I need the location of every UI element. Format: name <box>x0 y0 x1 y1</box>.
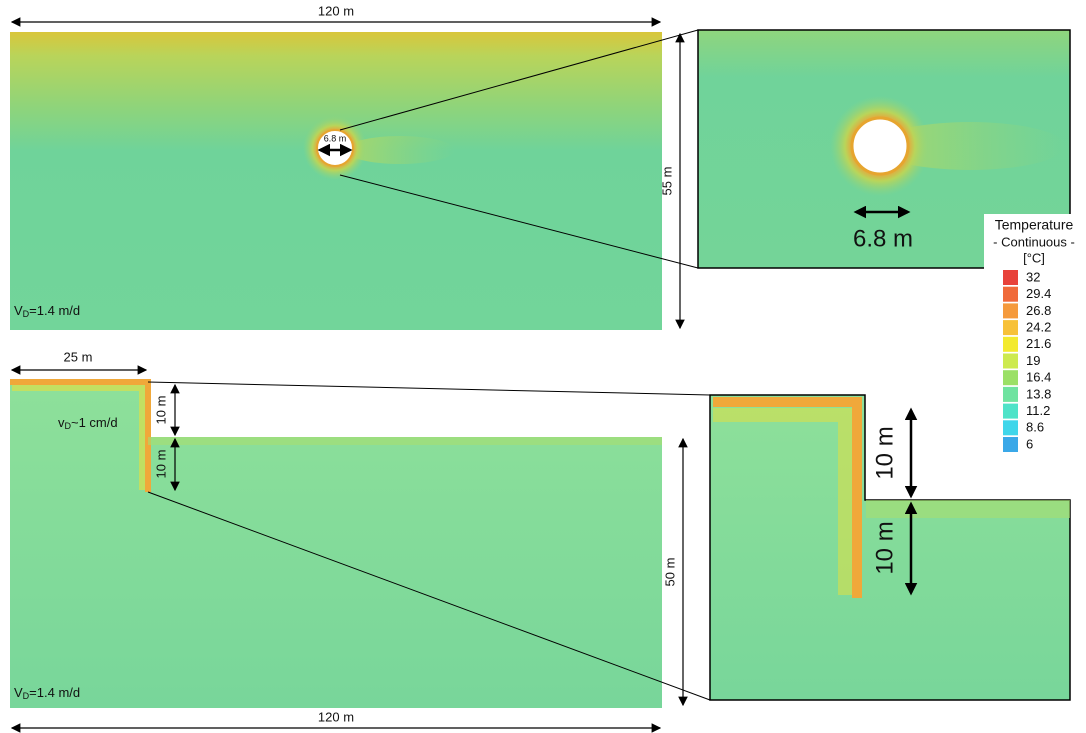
legend-background <box>984 214 1084 470</box>
legend-label: 8.6 <box>1026 420 1044 435</box>
height-label: 55 m <box>659 167 674 196</box>
height-label: 50 m <box>662 558 677 587</box>
subscript: D <box>23 691 30 701</box>
legend-swatch <box>1003 270 1018 285</box>
width-label: 25 m <box>64 349 93 364</box>
temperature-field <box>10 382 662 708</box>
zoom-line <box>147 491 711 701</box>
legend-label: 19 <box>1026 353 1040 368</box>
legend-swatch <box>1003 370 1018 386</box>
zoom-line <box>147 381 711 396</box>
legend-swatch <box>1003 303 1018 319</box>
diameter-label: 6.8 m <box>324 133 347 143</box>
symbol: V <box>14 303 23 318</box>
temperature-field <box>10 32 662 330</box>
legend-swatch <box>1003 353 1018 369</box>
velocity-label: VD=1.4 m/d <box>14 303 80 319</box>
width-label: 120 m <box>318 3 354 18</box>
zoom-line <box>339 174 699 269</box>
legend-label: 16.4 <box>1026 370 1051 385</box>
diameter-label: 6.8 m <box>853 225 913 252</box>
surface-layer <box>866 500 1070 518</box>
bottom-zoom: 10 m 10 m <box>709 394 1071 701</box>
subscript: D <box>65 421 72 431</box>
depth-label: 10 m <box>871 521 898 574</box>
top-panel: 120 m 6.8 m VD=1.4 m/d 55 m <box>10 3 699 330</box>
legend-unit: [°C] <box>1023 250 1045 265</box>
subscript: D <box>23 309 30 319</box>
legend-swatch <box>1003 336 1018 352</box>
thermal-plume <box>345 136 455 164</box>
zoom-line <box>339 29 699 131</box>
legend-label: 29.4 <box>1026 286 1051 301</box>
legend-swatch <box>1003 320 1018 336</box>
legend-label: 24.2 <box>1026 320 1051 335</box>
legend-label: 6 <box>1026 436 1033 451</box>
velocity-label: VD=1.4 m/d <box>14 685 80 701</box>
heated-zone <box>713 408 852 595</box>
depth-label: 10 m <box>871 426 898 479</box>
legend-swatch <box>1003 403 1018 419</box>
legend-label: 13.8 <box>1026 386 1051 401</box>
legend-label: 11.2 <box>1026 403 1050 418</box>
legend-swatch <box>1003 286 1018 302</box>
depth-label: 10 m <box>153 396 168 425</box>
legend-subtitle: - Continuous - <box>993 234 1075 249</box>
legend-swatch <box>1003 386 1018 402</box>
legend-label: 32 <box>1026 269 1040 284</box>
surface-layer <box>148 437 662 445</box>
symbol: V <box>14 685 23 700</box>
heated-zone <box>12 385 145 490</box>
bottom-panel: 25 m vD~1 cm/d 10 m 10 m 50 m VD=1.4 m/d… <box>10 349 711 733</box>
heated-wall <box>713 397 862 598</box>
legend-title: Temperature <box>995 217 1074 233</box>
legend-label: 26.8 <box>1026 303 1051 318</box>
depth-label: 10 m <box>153 450 168 479</box>
value: ~1 cm/d <box>71 415 118 430</box>
value: =1.4 m/d <box>29 685 80 700</box>
tunnel <box>850 116 910 176</box>
legend: Temperature - Continuous - [°C] 32 29.4 26… <box>984 214 1084 470</box>
legend-label: 21.6 <box>1026 336 1051 351</box>
symbol: v <box>58 415 65 430</box>
width-label: 120 m <box>318 709 354 724</box>
legend-swatch <box>1003 437 1018 452</box>
local-velocity-label: vD~1 cm/d <box>58 415 118 431</box>
value: =1.4 m/d <box>29 303 80 318</box>
legend-swatch <box>1003 420 1018 436</box>
